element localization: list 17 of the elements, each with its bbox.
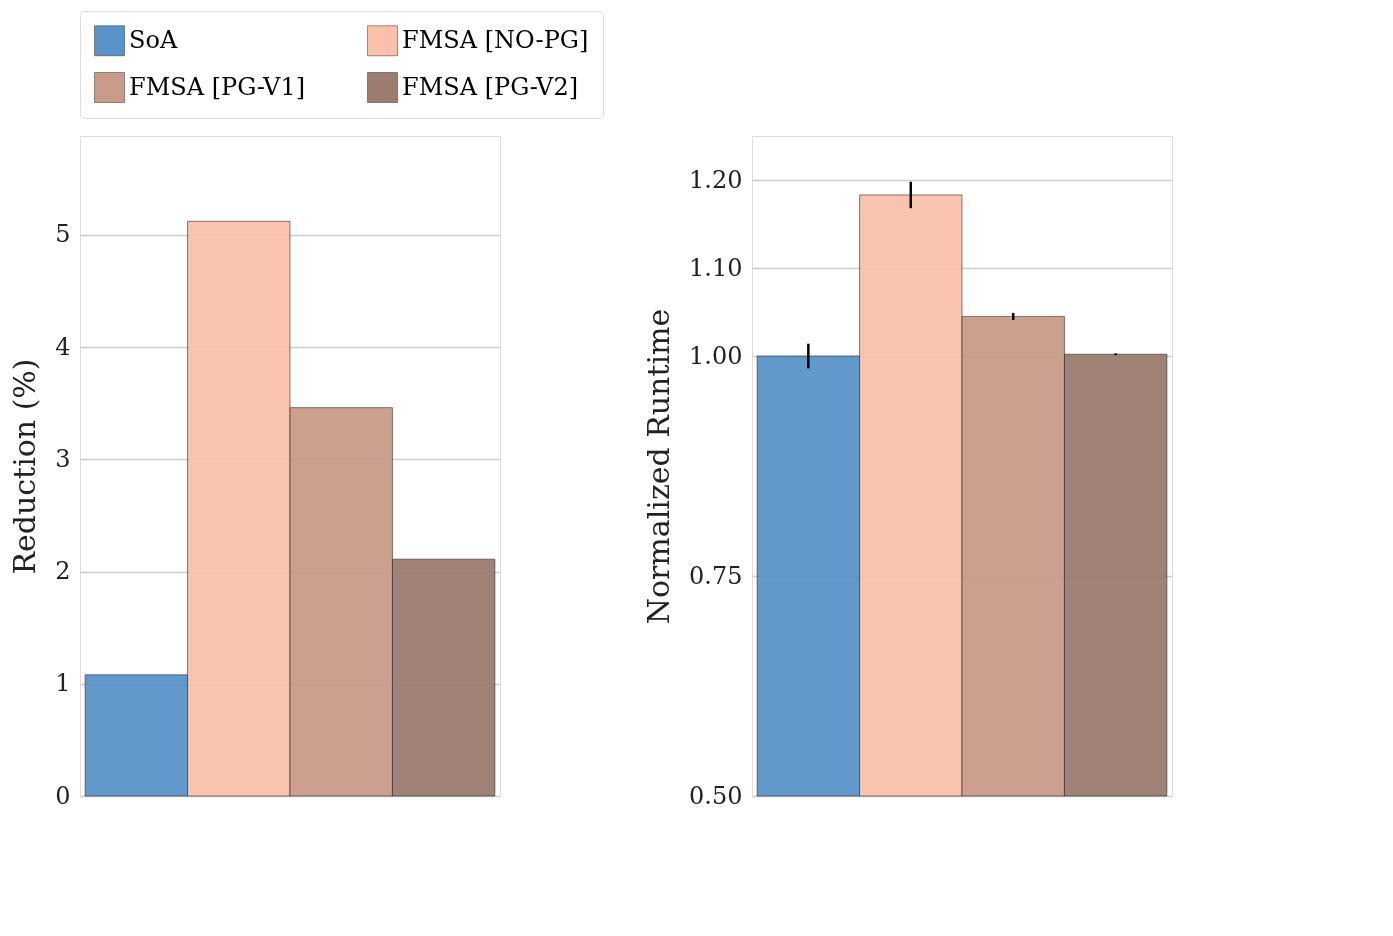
legend-label: SoA	[129, 25, 178, 54]
legend-label: FMSA [PG-V2]	[402, 72, 579, 101]
legend-label: FMSA [NO-PG]	[402, 25, 589, 54]
y-tick-label: 1.00	[689, 341, 743, 370]
y-tick-label: 5	[55, 220, 71, 249]
y-tick-label: 2	[55, 557, 71, 586]
y-axis-title: Normalized Runtime	[641, 308, 677, 625]
y-tick-label: 1.20	[689, 165, 743, 194]
y-axis-title: Reduction (%)	[7, 358, 43, 575]
y-tick-label: 1.10	[689, 253, 743, 282]
y-tick-label: 3	[55, 444, 71, 473]
y-tick-label: 0	[55, 781, 71, 810]
y-tick-label: 4	[55, 332, 71, 361]
y-tick-label: 1	[55, 669, 71, 698]
y-tick-label: 0.50	[689, 781, 743, 810]
legend-label: FMSA [PG-V1]	[129, 72, 306, 101]
y-tick-label: 0.75	[689, 561, 743, 590]
